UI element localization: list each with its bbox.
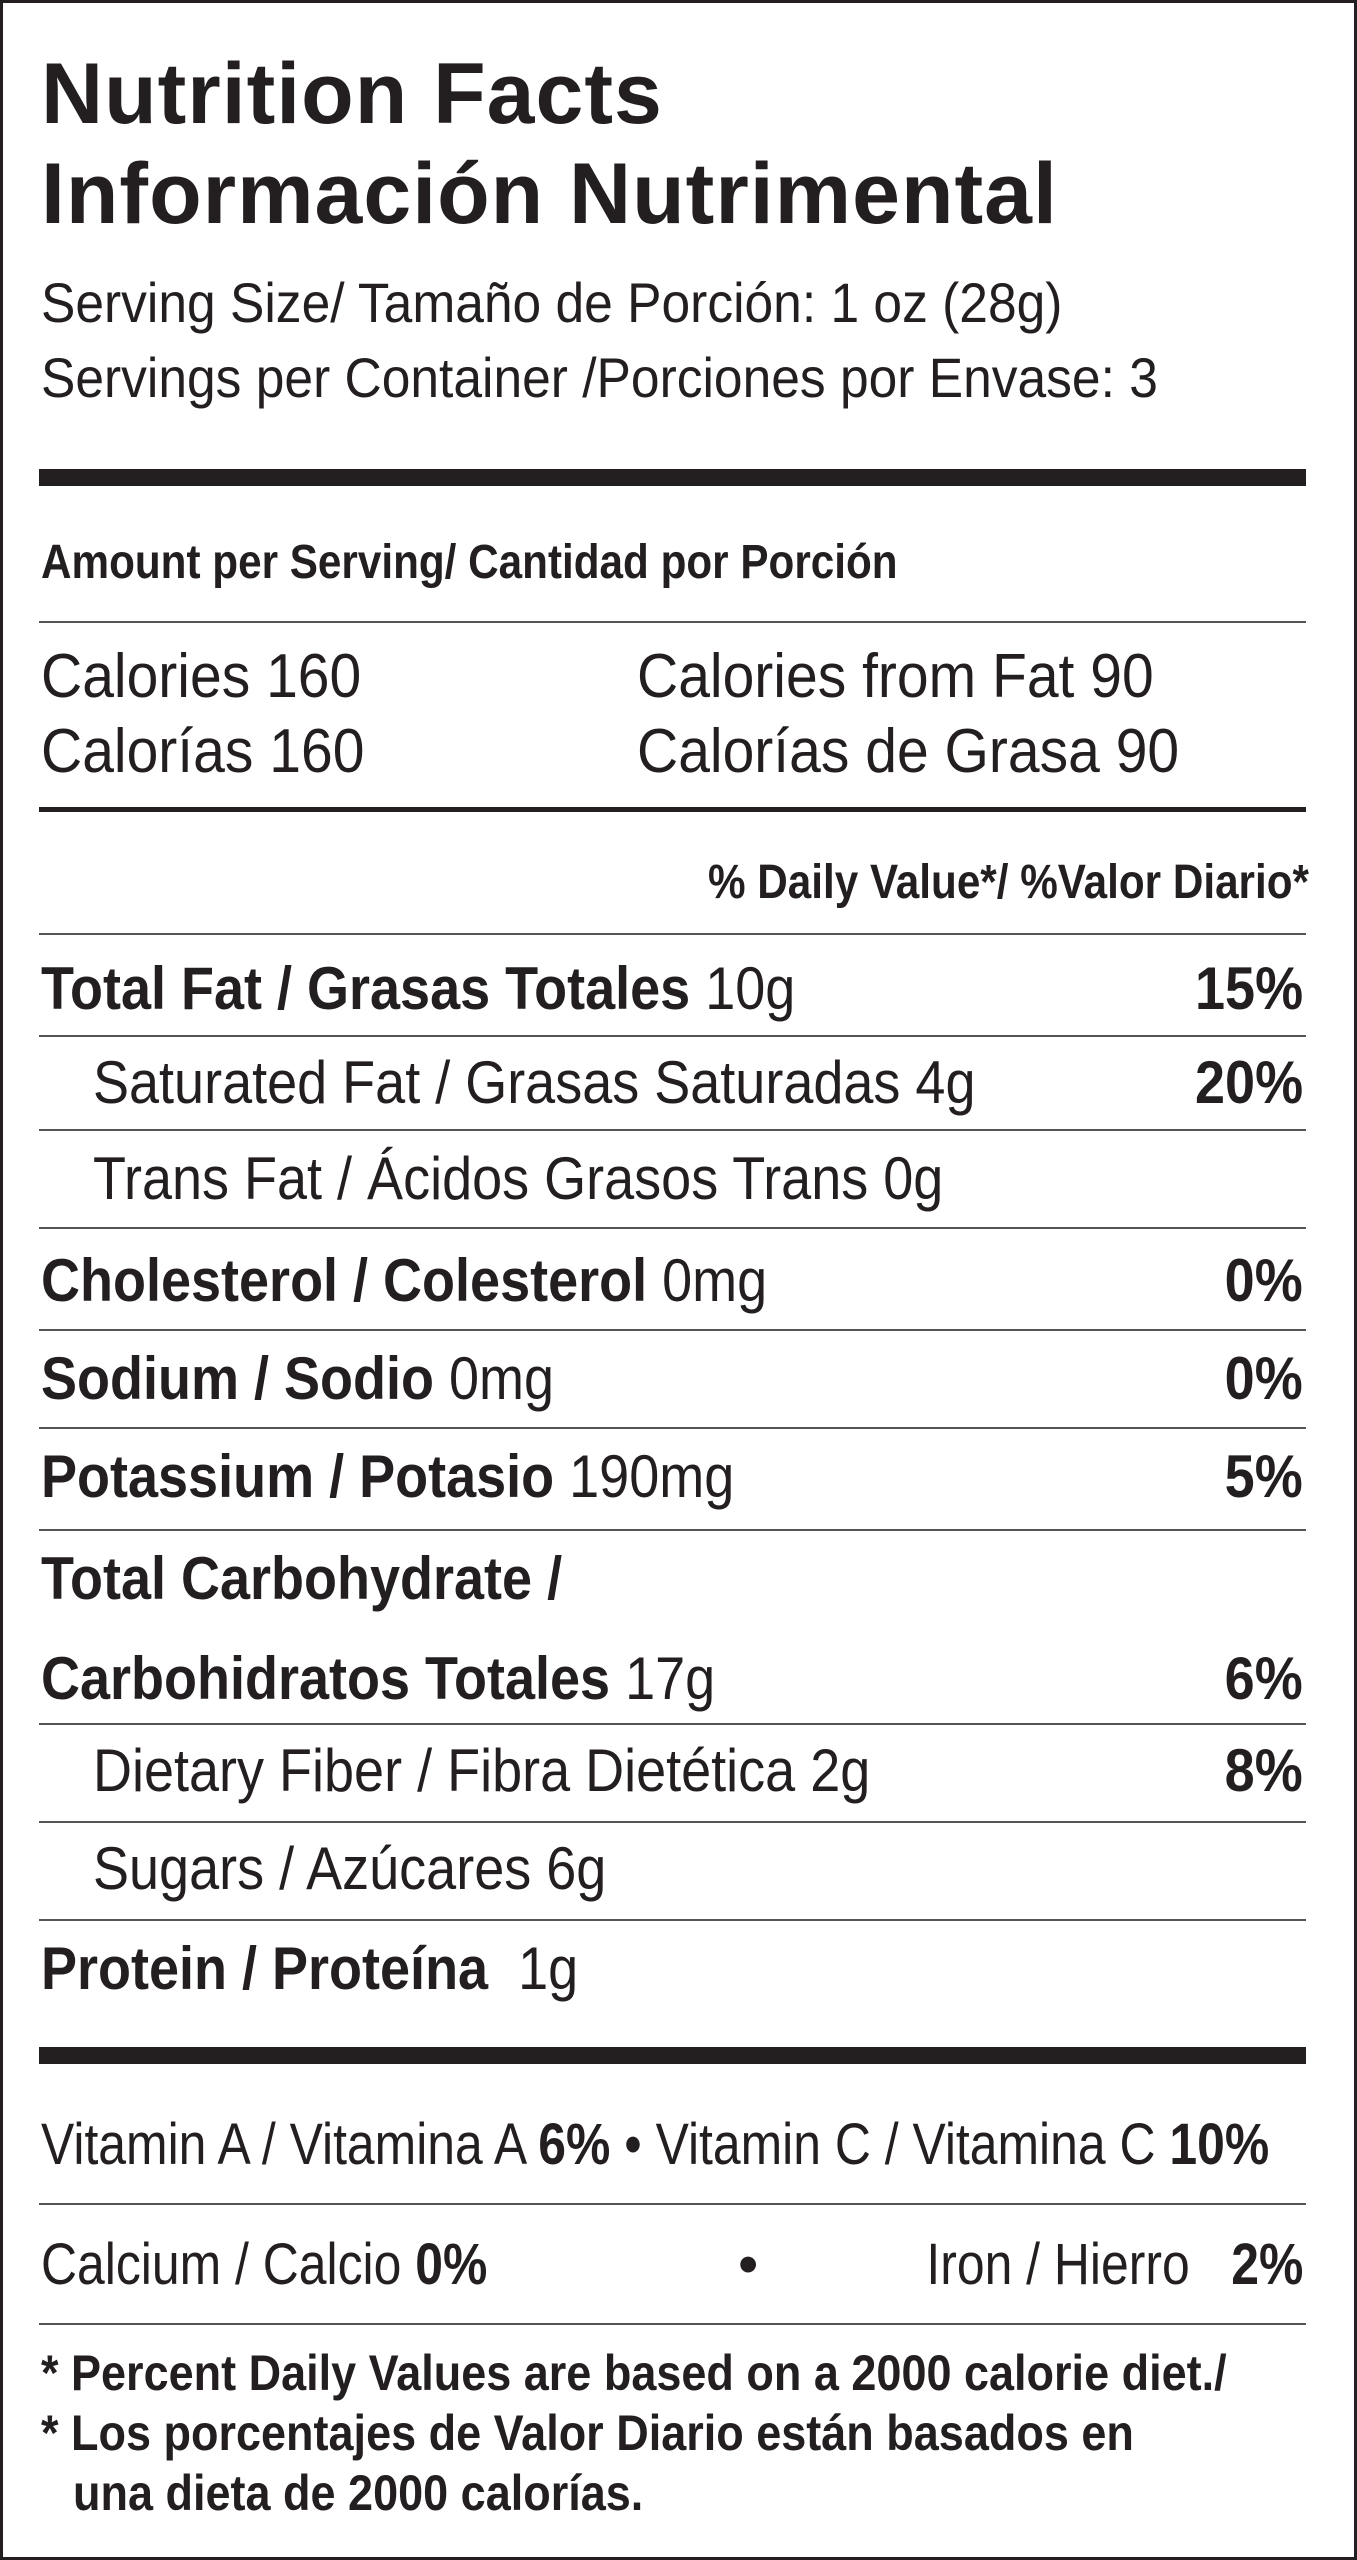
nutrient-amount: 0mg (662, 1247, 768, 1314)
iron-dv: 2% (1230, 2232, 1303, 2297)
nutrient-name: Potassium / Potasio (41, 1443, 555, 1510)
nutrient-amount: 0mg (448, 1345, 555, 1412)
nutrient-amount: 190mg (569, 1443, 735, 1510)
footnote-line-2: * Los porcentajes de Valor Diario están … (41, 2405, 1134, 2461)
vitamin-c-dv: 10% (1169, 2112, 1270, 2177)
nutrient-name: Carbohidratos Totales (41, 1645, 611, 1712)
thick-divider (39, 469, 1306, 486)
calcium-label: Calcium / Calcio (41, 2232, 402, 2297)
nutrient-dv: 5% (1224, 1443, 1303, 1510)
vitamin-row-2: Calcium / Calcio 0% • Iron / Hierro 2% (41, 2231, 1303, 2298)
divider (39, 1919, 1306, 1921)
nutrient-row-cholesterol: Cholesterol / Colesterol 0mg 0% (41, 1235, 1303, 1325)
divider (39, 1227, 1306, 1229)
nutrient-dv: 6% (1224, 1645, 1303, 1712)
nutrient-name: Trans Fat / Ácidos Grasos Trans 0g (93, 1145, 944, 1212)
vitamin-row-1: Vitamin A / Vitamina A 6% • Vitamin C / … (41, 2111, 1303, 2178)
divider (39, 1329, 1306, 1331)
nutrient-amount: 10g (705, 955, 796, 1022)
serving-size: Serving Size/ Tamaño de Porción: 1 oz (2… (41, 271, 1063, 334)
nutrient-name: Cholesterol / Colesterol (41, 1247, 648, 1314)
nutrient-dv: 8% (1224, 1737, 1303, 1804)
nutrient-row-total-fat: Total Fat / Grasas Totales 10g 15% (41, 943, 1303, 1033)
medium-divider (39, 807, 1306, 812)
divider (39, 1821, 1306, 1823)
nutrient-name: Total Fat / Grasas Totales (41, 955, 691, 1022)
servings-per-container: Servings per Container /Porciones por En… (41, 346, 1158, 409)
title-es: Información Nutrimental (41, 146, 1058, 242)
divider (39, 1529, 1306, 1531)
nutrient-dv: 0% (1224, 1345, 1303, 1412)
nutrient-amount: 17g (625, 1645, 716, 1712)
bullet: • (738, 2232, 759, 2297)
nutrient-name: Total Carbohydrate / (41, 1545, 563, 1612)
divider (39, 1723, 1306, 1725)
nutrient-row-potassium: Potassium / Potasio 190mg 5% (41, 1431, 1303, 1521)
nutrient-amount: 1g (518, 1935, 579, 2002)
nutrient-name: Saturated Fat / Grasas Saturadas 4g (93, 1049, 976, 1116)
nutrient-row-saturated-fat: Saturated Fat / Grasas Saturadas 4g 20% (41, 1037, 1303, 1127)
nutrient-row-trans-fat: Trans Fat / Ácidos Grasos Trans 0g (41, 1133, 1303, 1223)
iron-label: Iron / Hierro (925, 2232, 1190, 2297)
divider (39, 2203, 1306, 2205)
nutrient-row-protein: Protein / Proteína 1g (41, 1923, 1303, 2013)
divider (39, 1035, 1306, 1037)
nutrient-row-carbohidratos: Carbohidratos Totales 17g 6% (41, 1633, 1303, 1723)
divider (39, 1129, 1306, 1131)
nutrient-dv: 0% (1224, 1247, 1303, 1314)
vitamin-a-label: Vitamin A / Vitamina A (41, 2112, 525, 2177)
calories-en: Calories 160 (41, 642, 362, 711)
calories-from-fat-en: Calories from Fat 90 (637, 642, 1154, 711)
footnote-line-1: * Percent Daily Values are based on a 20… (41, 2345, 1227, 2401)
title-en: Nutrition Facts (41, 46, 663, 142)
nutrient-row-dietary-fiber: Dietary Fiber / Fibra Dietética 2g 8% (41, 1725, 1303, 1815)
vitamin-a-dv: 6% (538, 2112, 611, 2177)
nutrient-row-sodium: Sodium / Sodio 0mg 0% (41, 1333, 1303, 1423)
footnote-line-3: una dieta de 2000 calorías. (73, 2465, 644, 2521)
nutrient-row-total-carbohydrate: Total Carbohydrate / (41, 1533, 1303, 1623)
divider (39, 1427, 1306, 1429)
bullet: • (624, 2112, 642, 2177)
nutrient-name: Dietary Fiber / Fibra Dietética 2g (93, 1737, 871, 1804)
nutrient-name: Protein / Proteína (41, 1935, 489, 2002)
divider (39, 621, 1306, 623)
calories-es: Calorías 160 (41, 717, 365, 786)
nutrient-dv: 15% (1194, 955, 1303, 1022)
nutrient-name: Sugars / Azúcares 6g (93, 1835, 607, 1902)
divider (39, 2323, 1306, 2325)
calcium-dv: 0% (415, 2232, 488, 2297)
vitamin-c-label: Vitamin C / Vitamina C (655, 2112, 1156, 2177)
divider (39, 933, 1306, 935)
nutrient-name: Sodium / Sodio (41, 1345, 434, 1412)
nutrient-row-sugars: Sugars / Azúcares 6g (41, 1823, 1303, 1913)
calories-from-fat-es: Calorías de Grasa 90 (637, 717, 1180, 786)
daily-value-header: % Daily Value*/ %Valor Diario* (707, 856, 1309, 909)
amount-per-serving: Amount per Serving/ Cantidad por Porción (41, 536, 898, 589)
thick-divider (39, 2047, 1306, 2064)
nutrient-dv: 20% (1194, 1049, 1303, 1116)
